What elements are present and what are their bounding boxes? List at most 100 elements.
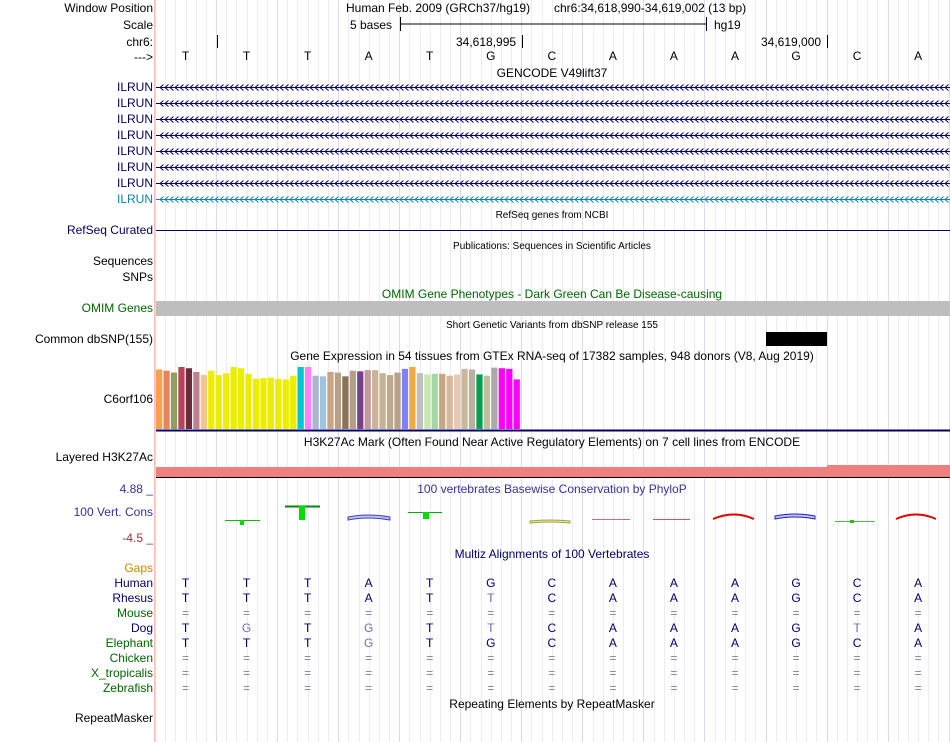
gtex-bar-8 — [208, 370, 215, 429]
aligned-base: = — [243, 651, 251, 665]
base-12: C — [852, 49, 862, 63]
omim-label[interactable]: OMIM Genes — [81, 301, 153, 315]
aligned-base: A — [730, 636, 739, 650]
aligned-base: = — [304, 651, 312, 665]
gtex-bar-18 — [282, 379, 289, 429]
gtex-bar-35 — [409, 367, 416, 429]
aligned-base: T — [303, 591, 312, 605]
gtex-bar-14 — [252, 378, 260, 429]
species-mouse[interactable]: Mouse — [116, 606, 153, 620]
gtex-bar-4 — [178, 367, 185, 429]
gencode-title: GENCODE V49lift37 — [496, 66, 608, 80]
snps-label[interactable]: SNPs — [122, 270, 153, 284]
base-9: A — [669, 49, 678, 63]
refseq-label[interactable]: RefSeq Curated — [66, 223, 153, 237]
species-dog[interactable]: Dog — [130, 621, 153, 635]
aligned-base: T — [242, 636, 251, 650]
species-x-tropicalis[interactable]: X_tropicalis — [90, 666, 153, 680]
species-chicken[interactable]: Chicken — [109, 651, 153, 665]
aligned-base: A — [608, 636, 617, 650]
aligned-base: = — [182, 681, 190, 695]
aligned-base: G — [364, 636, 374, 650]
gtex-bar-43 — [468, 369, 476, 429]
aligned-base: = — [914, 651, 922, 665]
gtex-bar-37 — [424, 374, 431, 429]
aligned-base: = — [243, 666, 251, 680]
gtex-bar-15 — [260, 378, 267, 429]
cons-label[interactable]: 100 Vert. Cons — [73, 505, 153, 519]
aligned-base: = — [853, 651, 861, 665]
gtex-bar-23 — [319, 376, 327, 429]
species-elephant[interactable]: Elephant — [105, 636, 153, 650]
aligned-base: T — [303, 636, 312, 650]
gtex-bar-47 — [498, 368, 505, 429]
multiz-title: Multiz Alignments of 100 Vertebrates — [454, 547, 650, 561]
aligned-base: = — [182, 651, 190, 665]
aligned-base: = — [609, 606, 617, 620]
gtex-bar-7 — [200, 375, 207, 429]
gencode-label-3[interactable]: ILRUN — [116, 112, 153, 126]
repeatmasker-label[interactable]: RepeatMasker — [74, 711, 153, 725]
repeatmasker-title: Repeating Elements by RepeatMasker — [449, 697, 655, 711]
aligned-base: T — [853, 621, 861, 635]
omim-gene-bar[interactable] — [156, 301, 950, 316]
sequences-label[interactable]: Sequences — [92, 254, 153, 268]
gtex-bar-3 — [170, 372, 178, 429]
aligned-base: = — [914, 681, 922, 695]
gtex-bar-39 — [439, 373, 446, 429]
cons-mark-3 — [285, 505, 320, 520]
gencode-label-6[interactable]: ILRUN — [116, 160, 153, 174]
chrom-label: chr6: — [126, 35, 153, 49]
gencode-label-4[interactable]: ILRUN — [116, 128, 153, 142]
aligned-base: A — [730, 621, 739, 635]
dbsnp-label[interactable]: Common dbSNP(155) — [34, 332, 153, 346]
species-zebrafish[interactable]: Zebrafish — [102, 681, 153, 695]
gencode-label-2[interactable]: ILRUN — [116, 96, 153, 110]
gencode-label-7[interactable]: ILRUN — [116, 176, 153, 190]
aligned-base: A — [669, 621, 678, 635]
gtex-bar-40 — [446, 375, 453, 429]
gtex-bar-17 — [275, 378, 282, 429]
aligned-base: = — [243, 681, 251, 695]
scale-db: hg19 — [714, 18, 741, 32]
aligned-base: = — [670, 666, 678, 680]
aligned-base: T — [303, 576, 312, 590]
publications-title: Publications: Sequences in Scientific Ar… — [453, 241, 651, 252]
aligned-base: = — [670, 606, 678, 620]
aligned-base: = — [792, 666, 800, 680]
aligned-base: = — [365, 666, 373, 680]
gtex-label[interactable]: C6orf106 — [103, 392, 153, 406]
cons-mark-10 — [712, 513, 755, 520]
position-text: chr6:34,618,990-34,619,002 (13 bp) — [554, 1, 747, 15]
species-human[interactable]: Human — [114, 576, 153, 590]
aligned-base: A — [608, 591, 617, 605]
h3k27ac-label[interactable]: Layered H3K27Ac — [55, 450, 153, 464]
gtex-bar-20 — [297, 367, 304, 429]
base-11: G — [791, 49, 801, 63]
h3k27ac-signal[interactable] — [156, 467, 950, 477]
aligned-base: T — [426, 576, 434, 590]
aligned-base: A — [364, 576, 373, 590]
dbsnp-variant[interactable] — [766, 332, 827, 346]
gencode-label-8[interactable]: ILRUN — [116, 192, 153, 206]
gencode-label-1[interactable]: ILRUN — [116, 80, 153, 94]
aligned-base: = — [548, 606, 556, 620]
aligned-base: = — [426, 681, 434, 695]
species-rhesus[interactable]: Rhesus — [112, 591, 153, 605]
gencode-label-5[interactable]: ILRUN — [116, 144, 153, 158]
base-1: T — [181, 49, 190, 63]
cons-mark-11 — [774, 513, 816, 520]
